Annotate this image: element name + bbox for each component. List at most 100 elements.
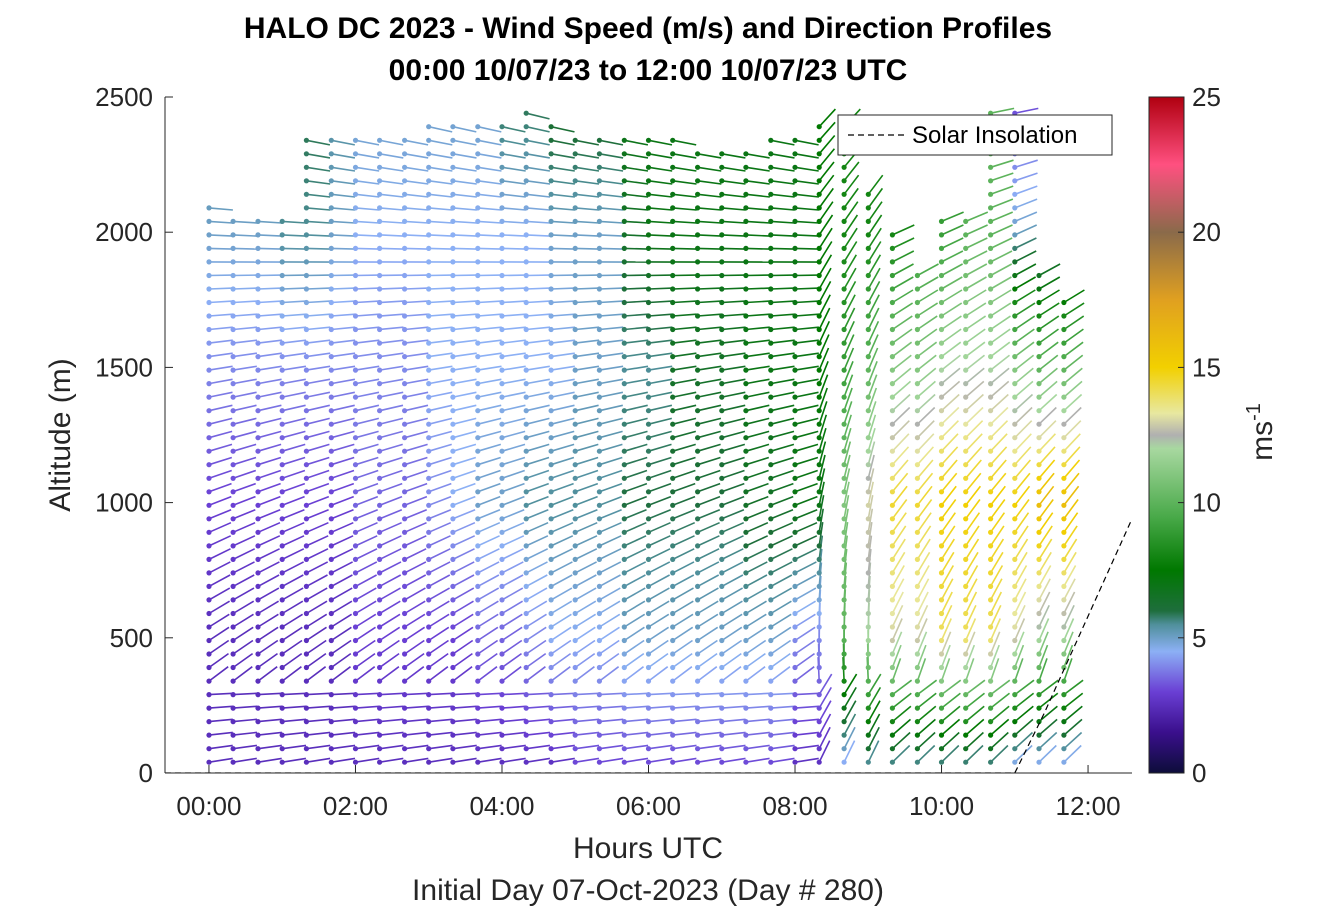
wind-barb-point: [719, 326, 725, 333]
wind-barb-point: [988, 570, 994, 576]
wind-barb-point: [206, 556, 212, 563]
wind-barb-point: [499, 448, 505, 454]
wind-barb-point: [938, 259, 945, 265]
wind-barb: [477, 495, 501, 507]
wind-barb: [624, 153, 649, 159]
wind-barb: [526, 234, 551, 237]
wind-barb-point: [548, 516, 554, 522]
wind-barb: [477, 365, 502, 371]
wind-barb-point: [450, 381, 456, 387]
wind-barb: [404, 456, 428, 466]
wind-barb-point: [426, 286, 432, 292]
wind-barb-point: [572, 475, 578, 481]
wind-barb: [257, 404, 282, 412]
wind-barb-point: [206, 529, 212, 535]
wind-barb-point: [572, 610, 578, 617]
wind-barb-point: [645, 462, 652, 468]
wind-barb: [404, 521, 427, 534]
wind-barb: [745, 193, 770, 198]
wind-barb: [208, 521, 232, 534]
wind-barb: [965, 250, 988, 263]
wind-barb: [672, 153, 697, 159]
wind-barb-point: [743, 529, 749, 535]
wind-barb: [745, 757, 770, 763]
wind-barb-point: [303, 354, 309, 360]
wind-barb: [355, 757, 380, 763]
wind-barb: [770, 626, 792, 642]
wind-barb-point: [402, 502, 408, 508]
wind-barb: [257, 652, 278, 669]
wind-barb: [306, 166, 331, 172]
wind-barb: [257, 220, 283, 224]
wind-barb: [574, 535, 598, 547]
wind-barb-point: [499, 205, 505, 211]
wind-barb: [770, 508, 794, 520]
wind-barb-point: [889, 516, 896, 522]
wind-barb-point: [792, 164, 798, 170]
wind-barb-point: [596, 205, 603, 211]
wind-barb: [477, 757, 502, 763]
wind-barb-point: [988, 381, 994, 387]
wind-profile-column: [914, 263, 939, 765]
wind-barb: [428, 166, 453, 172]
wind-barb-point: [255, 583, 261, 590]
wind-barb: [745, 207, 770, 211]
wind-barb-point: [621, 313, 627, 319]
wind-barb: [990, 276, 1012, 290]
wind-barb-point: [426, 340, 432, 346]
wind-barb-point: [402, 299, 408, 306]
wind-barb-point: [865, 421, 871, 427]
wind-barb-point: [670, 746, 676, 752]
wind-barb: [1014, 302, 1036, 317]
wind-barb-point: [768, 502, 774, 508]
wind-barb-point: [596, 326, 603, 333]
wind-barb: [331, 220, 356, 224]
wind-barb: [379, 626, 401, 642]
wind-barb: [306, 561, 329, 574]
wind-barb: [745, 430, 770, 439]
wind-barb-point: [938, 448, 945, 454]
wind-barb: [843, 740, 856, 763]
wind-barb: [208, 587, 231, 601]
wind-barb-point: [548, 408, 554, 414]
wind-barb: [624, 430, 648, 439]
wind-barb: [232, 352, 258, 358]
wind-barb-point: [450, 259, 456, 265]
wind-barb: [208, 626, 230, 642]
wind-barb: [599, 744, 624, 750]
wind-barb-point: [402, 205, 408, 211]
wind-barb-point: [914, 354, 921, 360]
wind-barb: [648, 744, 673, 750]
wind-barb-point: [621, 354, 627, 360]
wind-barb: [1014, 578, 1027, 601]
wind-barb: [355, 705, 380, 709]
wind-barb-point: [1036, 313, 1042, 319]
wind-barb-point: [695, 516, 701, 522]
wind-barb: [257, 600, 280, 615]
wind-barb-point: [889, 354, 896, 360]
wind-barb-point: [230, 259, 236, 265]
wind-profile-column: [816, 108, 836, 765]
wind-barb-point: [450, 746, 456, 752]
wind-barb-point: [499, 502, 505, 508]
wind-barb: [452, 744, 477, 750]
wind-barb: [843, 187, 859, 209]
wind-barb: [477, 378, 502, 385]
wind-barb: [574, 626, 596, 642]
wind-barb-point: [645, 259, 652, 265]
solar-insolation-line: [165, 518, 1132, 773]
wind-barb-point: [938, 759, 945, 765]
wind-barb: [452, 456, 477, 466]
wind-barb: [379, 574, 402, 588]
y-tick-label: 0: [139, 758, 153, 788]
wind-barb-point: [377, 286, 383, 292]
wind-barb-point: [1036, 326, 1042, 333]
wind-barb-point: [1036, 597, 1042, 603]
wind-barb: [891, 328, 913, 344]
wind-barb-point: [743, 610, 749, 617]
wind-barb: [428, 574, 451, 588]
wind-barb-point: [963, 354, 969, 360]
wind-barb: [916, 341, 938, 358]
wind-barb-point: [328, 408, 334, 414]
wind-barb: [551, 220, 576, 224]
